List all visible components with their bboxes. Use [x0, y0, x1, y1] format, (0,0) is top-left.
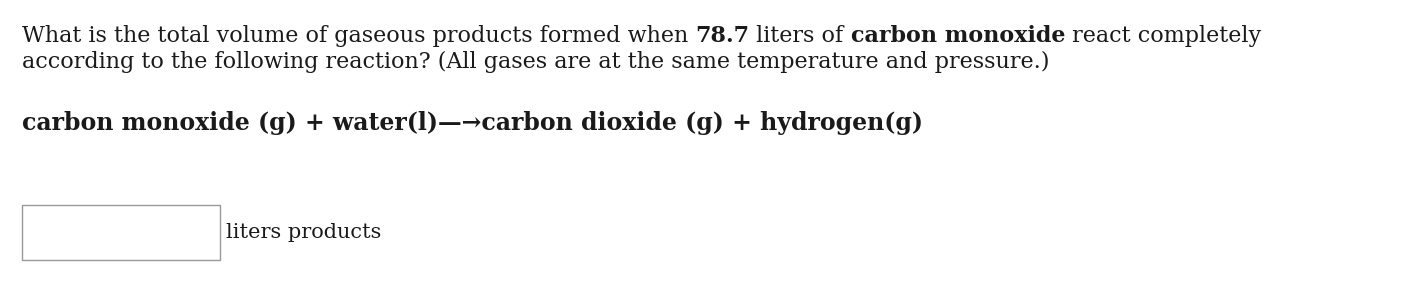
Text: What is the total volume of gaseous products formed when: What is the total volume of gaseous prod…: [21, 25, 695, 47]
Text: according to the following reaction? (All gases are at the same temperature and : according to the following reaction? (Al…: [21, 51, 1049, 73]
Text: liters products: liters products: [226, 223, 382, 242]
Text: 78.7: 78.7: [695, 25, 749, 47]
Text: carbon monoxide (g) + water(l)—→carbon dioxide (g) + hydrogen(g): carbon monoxide (g) + water(l)—→carbon d…: [21, 111, 923, 135]
Text: react completely: react completely: [1065, 25, 1262, 47]
Text: liters of: liters of: [749, 25, 850, 47]
Text: carbon monoxide: carbon monoxide: [850, 25, 1065, 47]
